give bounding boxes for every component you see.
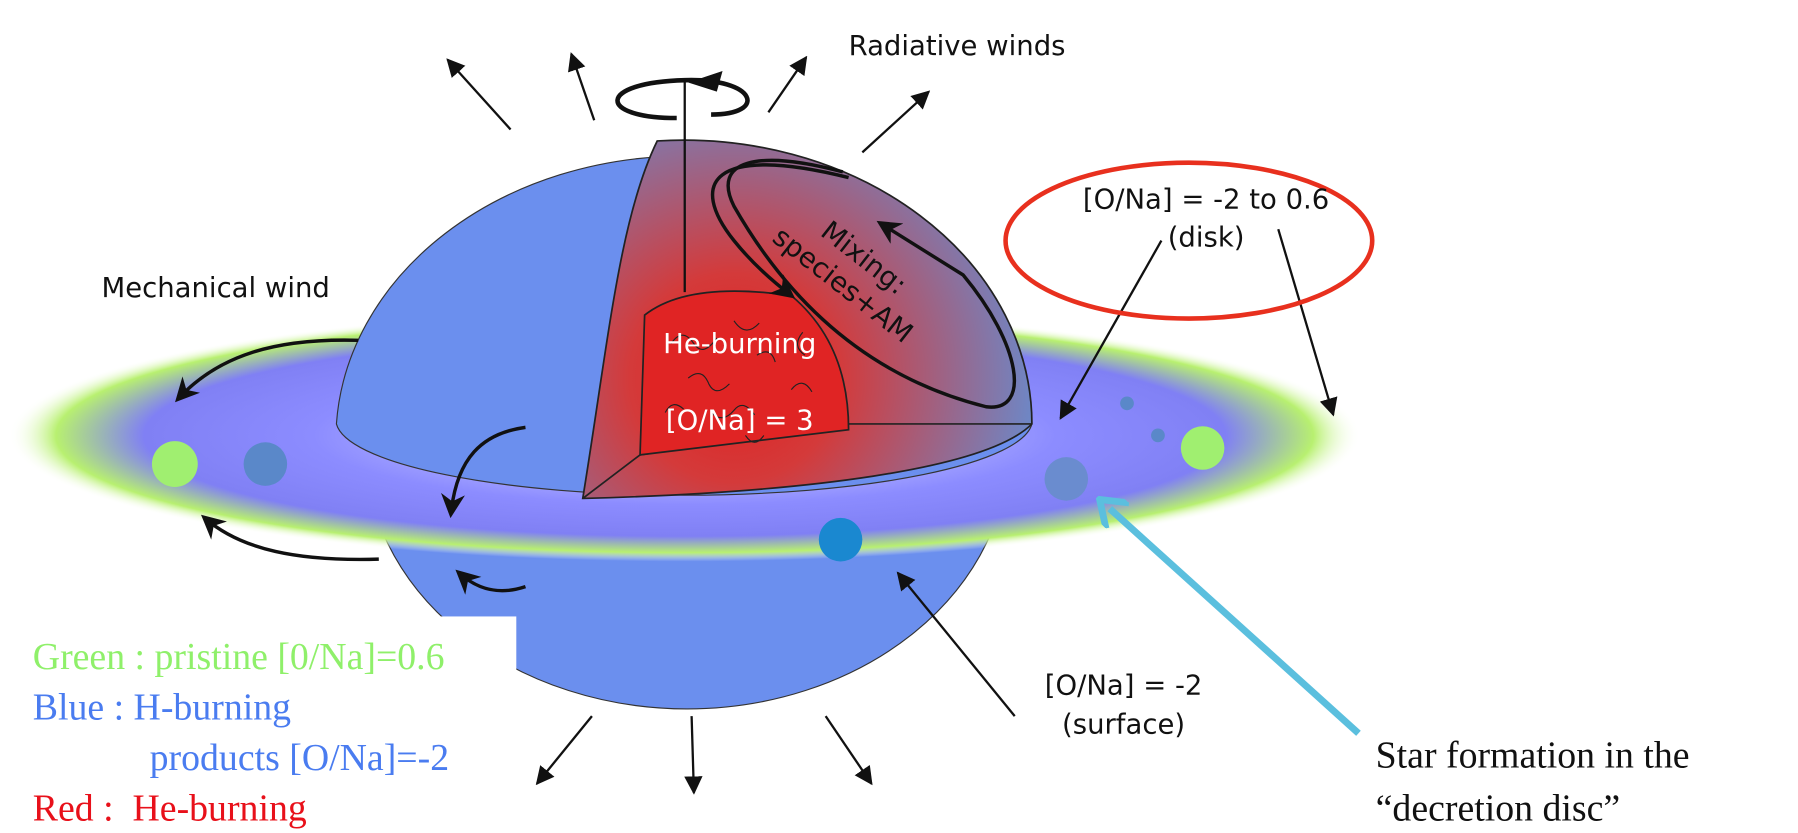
label: (surface) [1062,708,1185,740]
legend-item: Red : He-burning [33,787,307,829]
diagram: Radiative winds Mechanical wind Mixing: … [0,0,1798,833]
label: [O/Na] = -2 to 0.6 [1083,184,1329,216]
label: (disk) [1168,221,1245,253]
legend-item: products [O/Na]=-2 [150,737,449,779]
legend-item: Blue : H-burning [33,687,291,729]
label: He-burning [663,328,816,360]
label: Mechanical wind [102,272,330,304]
caption: Star formation in the [1376,735,1690,777]
label: [O/Na] = -2 [1045,669,1203,701]
caption: “decretion disc” [1376,787,1621,829]
label: [O/Na] = 3 [666,405,814,437]
label: Radiative winds [849,30,1066,62]
legend-item: Green : pristine [0/Na]=0.6 [33,636,445,678]
